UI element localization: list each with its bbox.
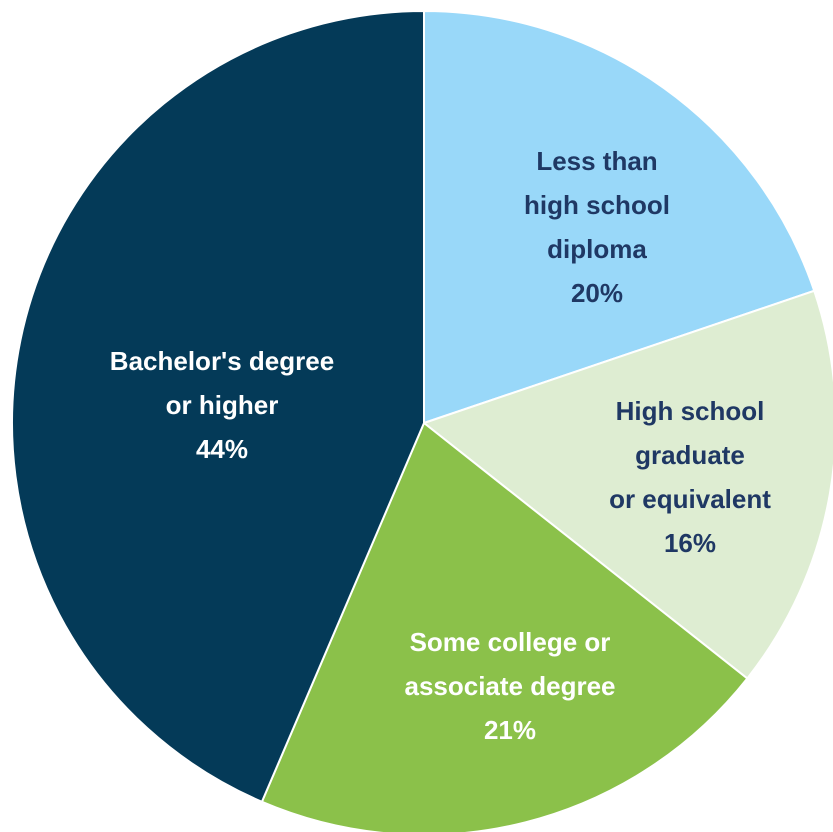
slice-label-line: graduate bbox=[635, 440, 745, 470]
slice-percent-high-school-graduate-or-equivalent: 16% bbox=[664, 528, 716, 558]
slice-label-line: high school bbox=[524, 190, 670, 220]
pie-slice-bachelor-s-degree-or-higher bbox=[11, 9, 425, 804]
slice-label-less-than-high-school-diploma: Less than high school diploma 20% bbox=[524, 146, 670, 308]
slice-label-line: associate degree bbox=[404, 671, 615, 701]
slice-label-line: or equivalent bbox=[609, 484, 771, 514]
slice-label-bachelor-s-degree-or-higher: Bachelor's degree or higher 44% bbox=[110, 346, 334, 464]
slice-label-line: diploma bbox=[547, 234, 647, 264]
slice-label-line: High school bbox=[616, 396, 765, 426]
slice-label-high-school-graduate-or-equivalent: High school graduate or equivalent 16% bbox=[609, 396, 771, 558]
pie-slice-some-college-or-associate-degree bbox=[260, 421, 749, 832]
slice-label-some-college-or-associate-degree: Some college or associate degree 21% bbox=[404, 627, 615, 745]
slice-label-line: Some college or bbox=[410, 627, 611, 657]
slice-label-line: Bachelor's degree bbox=[110, 346, 334, 376]
slice-label-line: Less than bbox=[536, 146, 657, 176]
slice-label-line: or higher bbox=[166, 390, 279, 420]
slice-percent-less-than-high-school-diploma: 20% bbox=[571, 278, 623, 308]
slice-percent-bachelor-s-degree-or-higher: 44% bbox=[196, 434, 248, 464]
pie-slice-less-than-high-school-diploma bbox=[423, 9, 816, 425]
slice-percent-some-college-or-associate-degree: 21% bbox=[484, 715, 536, 745]
pie-slice-high-school-graduate-or-equivalent bbox=[421, 289, 833, 680]
